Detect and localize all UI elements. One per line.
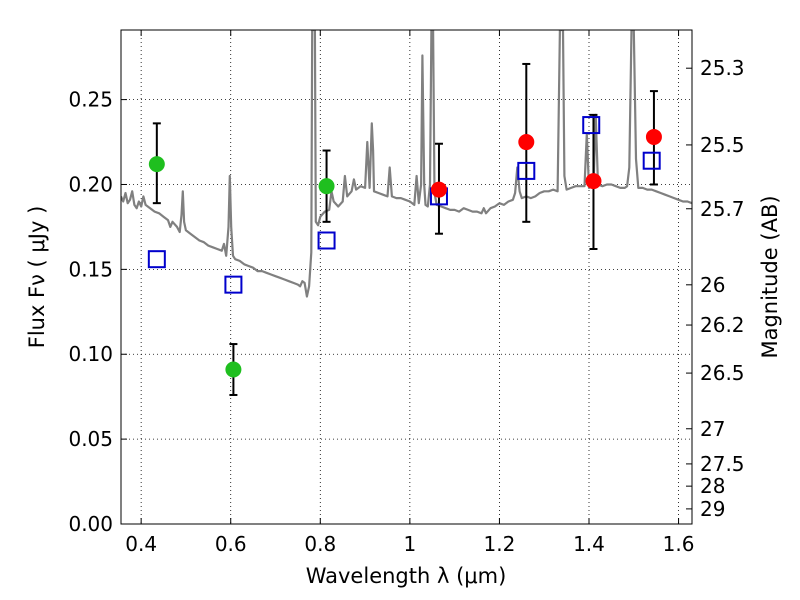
y-tick-label: 0.05: [68, 427, 113, 451]
axis-ticks: [121, 30, 692, 525]
observed-point: [518, 134, 535, 151]
mag-tick-label: 25.7: [700, 197, 745, 221]
model-point: [224, 275, 243, 294]
model-spectrum: [121, 30, 692, 298]
observed-point: [148, 156, 165, 173]
x-tick-label: 1.4: [573, 532, 605, 556]
mag-tick-label: 25.5: [700, 133, 745, 157]
mag-tick-label: 25.3: [700, 56, 745, 80]
x-tick-label: 1.2: [484, 532, 516, 556]
mag-tick-label: 27.5: [700, 452, 745, 476]
observed-point: [318, 178, 335, 195]
mag-tick-label: 26.5: [700, 361, 745, 385]
mag-tick-label: 26: [700, 273, 725, 297]
y-tick-label: 0.00: [68, 512, 113, 536]
mag-tick-label: 29: [700, 497, 725, 521]
observed-point: [585, 173, 602, 190]
x-axis-label: Wavelength λ (μm): [306, 564, 507, 588]
y-axis-right-label: Magnitude (AB): [758, 195, 782, 358]
model-point: [147, 250, 166, 269]
model-point: [582, 116, 601, 135]
tick-labels: 0.4 0.6 0.8 1 1.2 1.4 1.6 0.00 0.05 0.10 0.15 0.20 0…: [68, 56, 744, 556]
y-axis-label: Flux Fν ( μJy ): [25, 206, 49, 349]
y-tick-label: 0.10: [68, 342, 113, 366]
mag-tick-label: 28: [700, 474, 725, 498]
observed-point: [225, 361, 242, 378]
y-tick-label: 0.20: [68, 172, 113, 196]
x-tick-label: 1: [403, 532, 416, 556]
data-points: [147, 116, 662, 378]
mag-tick-label: 26.2: [700, 313, 745, 337]
observed-point: [430, 181, 447, 198]
grid-lines: [121, 30, 692, 524]
y-tick-label: 0.15: [68, 257, 113, 281]
mag-tick-label: 27: [700, 417, 725, 441]
plot-frame: [120, 29, 693, 525]
x-tick-label: 1.6: [663, 532, 695, 556]
spectrum-line: [121, 30, 692, 298]
y-tick-label: 0.25: [68, 88, 113, 112]
model-point: [517, 161, 536, 180]
model-point: [642, 151, 661, 170]
x-tick-label: 0.4: [125, 532, 157, 556]
x-tick-label: 0.6: [215, 532, 247, 556]
x-tick-label: 0.8: [304, 532, 336, 556]
observed-point: [645, 128, 662, 145]
model-point: [317, 231, 336, 250]
